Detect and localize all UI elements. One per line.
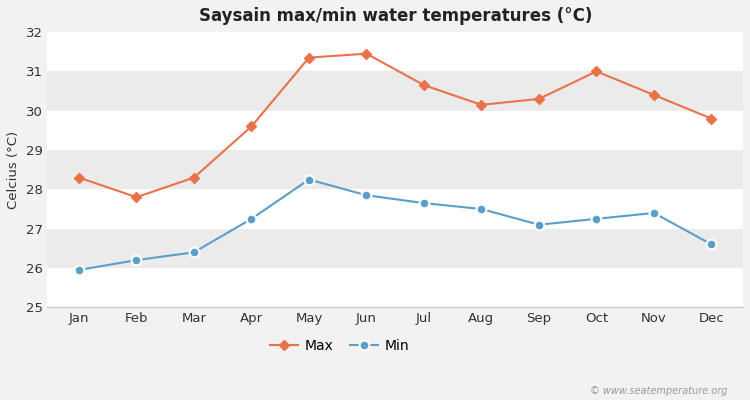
- Min: [592, 216, 601, 221]
- Max: [707, 116, 716, 121]
- Line: Min: Min: [74, 175, 716, 275]
- Max: [304, 55, 313, 60]
- Min: [535, 222, 544, 227]
- Min: [132, 258, 141, 262]
- Max: [650, 92, 658, 97]
- Min: [304, 177, 313, 182]
- Bar: [47, 189, 743, 229]
- Min: [247, 216, 256, 221]
- Min: [419, 201, 428, 206]
- Max: [477, 102, 486, 107]
- Min: [362, 193, 371, 198]
- Max: [592, 69, 601, 74]
- Y-axis label: Celcius (°C): Celcius (°C): [7, 131, 20, 209]
- Bar: [47, 268, 743, 307]
- Legend: Max, Min: Max, Min: [264, 333, 415, 358]
- Line: Max: Max: [75, 50, 716, 201]
- Max: [535, 96, 544, 101]
- Max: [190, 175, 199, 180]
- Max: [74, 175, 83, 180]
- Min: [477, 207, 486, 212]
- Min: [190, 250, 199, 255]
- Max: [247, 124, 256, 129]
- Bar: [47, 32, 743, 71]
- Min: [650, 210, 658, 215]
- Min: [707, 242, 716, 247]
- Bar: [47, 71, 743, 111]
- Bar: [47, 229, 743, 268]
- Title: Saysain max/min water temperatures (°C): Saysain max/min water temperatures (°C): [199, 7, 592, 25]
- Min: [74, 268, 83, 272]
- Text: © www.seatemperature.org: © www.seatemperature.org: [590, 386, 728, 396]
- Max: [132, 195, 141, 200]
- Max: [419, 83, 428, 88]
- Bar: [47, 111, 743, 150]
- Max: [362, 51, 371, 56]
- Bar: [47, 150, 743, 189]
